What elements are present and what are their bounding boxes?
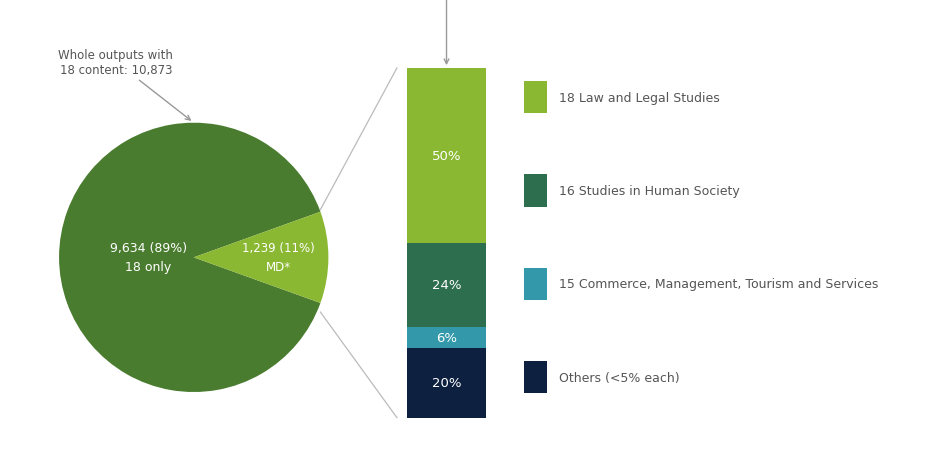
Text: 16 Studies in Human Society: 16 Studies in Human Society	[559, 185, 739, 198]
Bar	[406, 69, 486, 243]
Text: 20%: 20%	[431, 376, 461, 389]
Bar	[406, 327, 486, 348]
Bar	[524, 82, 547, 114]
Wedge shape	[59, 123, 320, 392]
Text: 15 Commerce, Management, Tourism and Services: 15 Commerce, Management, Tourism and Ser…	[559, 278, 878, 291]
Bar	[406, 243, 486, 327]
Wedge shape	[194, 212, 329, 303]
Text: Apportioned content of
18 multi-disciplinary outputs: Apportioned content of 18 multi-discipli…	[361, 0, 531, 65]
Text: 24%: 24%	[431, 279, 461, 291]
Bar	[524, 268, 547, 300]
Text: 1,239 (11%)
MD*: 1,239 (11%) MD*	[243, 242, 314, 274]
Text: 6%: 6%	[435, 331, 457, 344]
Text: Others (<5% each): Others (<5% each)	[559, 371, 680, 384]
Text: 50%: 50%	[431, 150, 461, 162]
Bar	[524, 361, 547, 393]
Text: 18 Law and Legal Studies: 18 Law and Legal Studies	[559, 91, 719, 105]
Bar	[524, 175, 547, 207]
Bar	[406, 348, 486, 418]
Text: Whole outputs with
18 content: 10,873: Whole outputs with 18 content: 10,873	[59, 49, 190, 121]
Text: 9,634 (89%)
18 only: 9,634 (89%) 18 only	[110, 242, 187, 274]
